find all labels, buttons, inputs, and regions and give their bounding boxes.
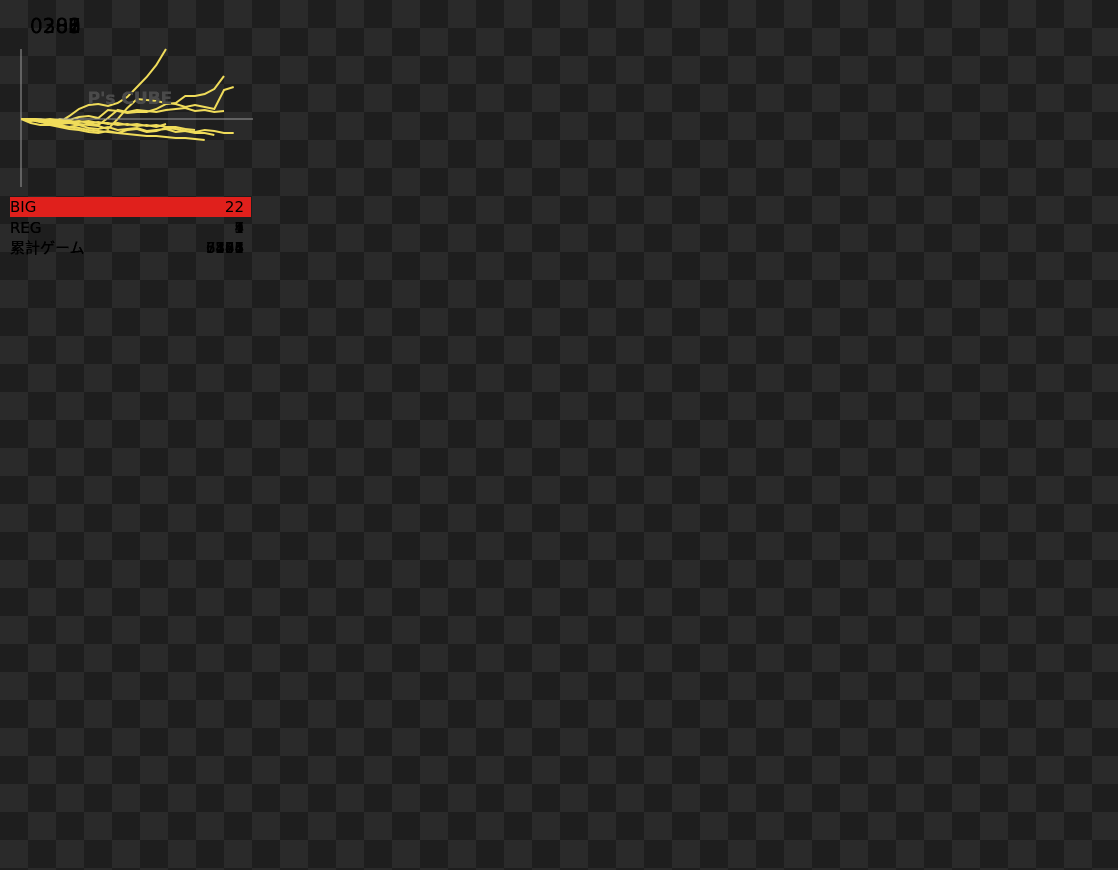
stat-row: REG 7	[10, 218, 251, 238]
stat-row: REG 3	[10, 218, 251, 238]
stat-value: 4	[234, 219, 244, 237]
stat-row: REG 7	[10, 218, 251, 238]
stat-label: 累計ゲーム	[10, 239, 85, 257]
watermark: P's CUBE	[88, 89, 173, 109]
data-line	[21, 117, 167, 129]
stat-row: REG 1	[10, 218, 251, 238]
stat-row: 累計ゲーム 6446	[10, 238, 251, 258]
stat-value: 7283	[205, 239, 244, 257]
stat-value: 4	[234, 219, 244, 237]
stat-value: 5174	[205, 239, 244, 257]
stat-value: 7891	[205, 239, 244, 257]
stat-row: 累計ゲーム 7891	[10, 238, 251, 258]
card-title: 0300	[30, 14, 81, 38]
stat-label: 累計ゲーム	[10, 239, 85, 257]
stat-row: 累計ゲーム 6836	[10, 238, 251, 258]
watermark: P's CUBE	[88, 89, 173, 109]
stat-value: 3	[234, 219, 244, 237]
stat-value: 6836	[205, 239, 244, 257]
stat-row: REG 5	[10, 218, 251, 238]
stat-row: 累計ゲーム 7283	[10, 238, 251, 258]
stat-row: 累計ゲーム 7348	[10, 238, 251, 258]
stat-label: REG	[10, 219, 42, 237]
data-line	[20, 86, 234, 131]
card-title: 0302	[30, 14, 81, 38]
stat-label: 累計ゲーム	[10, 239, 85, 257]
watermark: P's CUBE	[88, 89, 173, 109]
stat-label: 累計ゲーム	[10, 239, 85, 257]
stat-row: 累計ゲーム 6743	[10, 238, 251, 258]
card-title: 0301	[30, 14, 81, 38]
watermark: P's CUBE	[88, 89, 173, 109]
stat-value: 6743	[205, 239, 244, 257]
stat-value: 1	[234, 219, 244, 237]
stat-value: 6446	[205, 239, 244, 257]
stat-label: REG	[10, 219, 42, 237]
stat-value: 7	[234, 219, 244, 237]
stat-label: 累計ゲーム	[10, 239, 85, 257]
stat-value: 3434	[205, 239, 244, 257]
stat-label: REG	[10, 219, 42, 237]
watermark: P's CUBE	[88, 89, 173, 109]
watermark: P's CUBE	[88, 89, 173, 109]
data-line	[20, 118, 234, 135]
stat-value: 22	[224, 198, 244, 216]
card-title: 0287	[30, 14, 81, 38]
stat-row: REG 7	[10, 218, 251, 238]
card-title: 0282	[30, 14, 81, 38]
stat-row: REG 9	[10, 218, 251, 238]
stat-label: REG	[10, 219, 42, 237]
stat-label: REG	[10, 219, 42, 237]
card-title: 0288	[30, 14, 81, 38]
card-title: 0285	[30, 14, 81, 38]
stat-value: 5	[234, 219, 244, 237]
stat-row: 累計ゲーム 5174	[10, 238, 251, 258]
stat-label: BIG	[10, 198, 37, 216]
stat-label: REG	[10, 219, 42, 237]
stat-label: 累計ゲーム	[10, 239, 85, 257]
stat-row: BIG 22	[10, 197, 251, 217]
watermark: P's CUBE	[88, 89, 173, 109]
stat-label: 累計ゲーム	[10, 239, 85, 257]
stat-label: 累計ゲーム	[10, 239, 85, 257]
stat-value: 7348	[205, 239, 244, 257]
stat-row: REG 4	[10, 218, 251, 238]
card-title: 0283	[30, 14, 81, 38]
stat-row: REG 4	[10, 218, 251, 238]
stat-value: 6267	[205, 239, 244, 257]
watermark: P's CUBE	[88, 89, 173, 109]
stat-row: 累計ゲーム 6267	[10, 238, 251, 258]
stat-value: 9	[234, 219, 244, 237]
watermark: P's CUBE	[88, 89, 173, 109]
card-title: 0286	[30, 14, 81, 38]
stat-row: 累計ゲーム 3434	[10, 238, 251, 258]
stat-value: 7	[234, 219, 244, 237]
stat-label: REG	[10, 219, 42, 237]
stat-label: 累計ゲーム	[10, 239, 85, 257]
stat-value: 7	[234, 219, 244, 237]
sparkline-chart: P's CUBE	[20, 49, 253, 187]
stat-label: REG	[10, 219, 42, 237]
stat-label: REG	[10, 219, 42, 237]
